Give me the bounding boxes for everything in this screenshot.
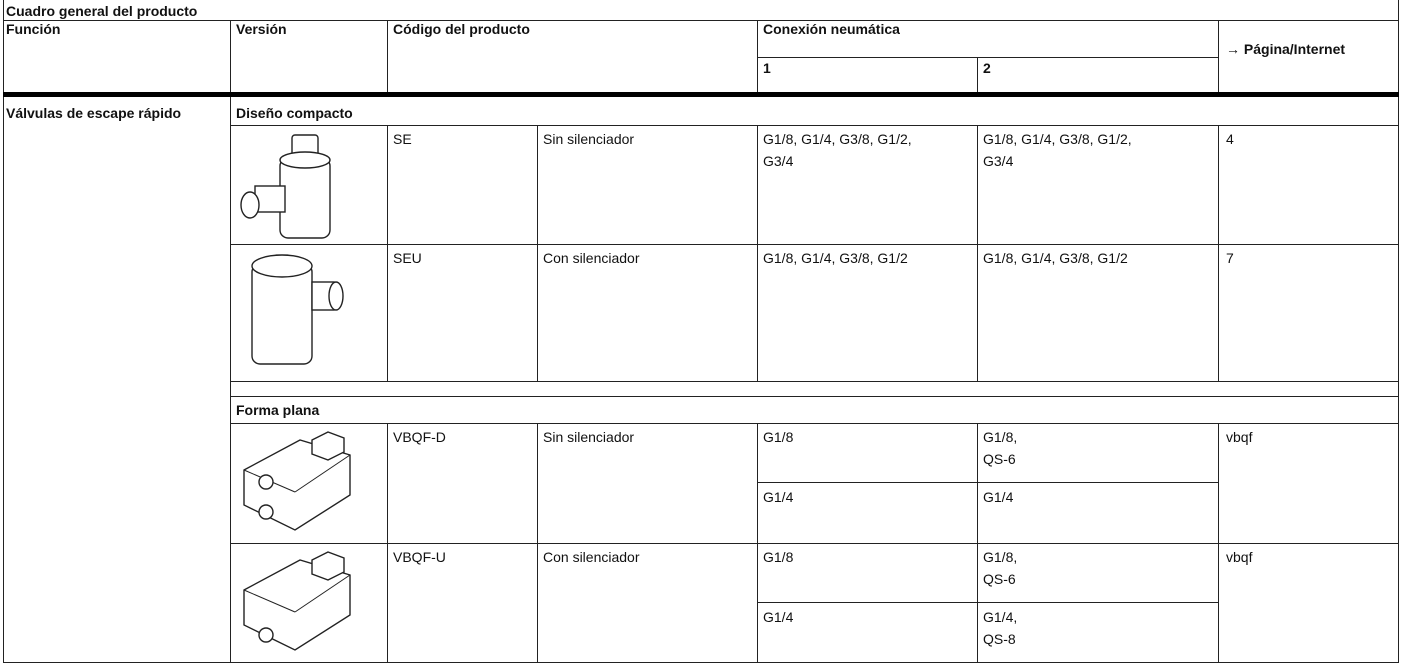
product-code: VBQF-U — [393, 549, 446, 565]
page-reference: vbqf — [1226, 429, 1253, 445]
product-image-seu — [251, 254, 344, 365]
title: Cuadro general del producto — [6, 3, 198, 19]
column-header: → Página/Internet — [1226, 41, 1346, 57]
page-reference: 7 — [1226, 250, 1234, 266]
column-header: Código del producto — [393, 21, 530, 37]
port-1-connection: G1/8 — [763, 429, 794, 445]
product-description: Con silenciador — [543, 549, 640, 565]
port-1-connection: G1/8, G1/4, G3/8, G1/2, G3/4 — [763, 131, 912, 169]
product-code: SEU — [393, 250, 422, 266]
port-1-connection: G1/4 — [763, 609, 794, 625]
product-image-vbqf-d — [243, 431, 351, 531]
product-code: SE — [393, 131, 412, 147]
group-name: Forma plana — [236, 402, 320, 418]
port-1-connection: G1/4 — [763, 489, 794, 505]
column-header: Función — [6, 21, 61, 37]
subcolumn-header: 1 — [763, 60, 771, 76]
product-image-se — [240, 134, 331, 239]
page-reference: vbqf — [1226, 549, 1253, 565]
page-reference: 4 — [1226, 131, 1234, 147]
product-description: Con silenciador — [543, 250, 640, 266]
port-1-connection: G1/8, G1/4, G3/8, G1/2 — [763, 250, 908, 266]
port-1-connection: G1/8 — [763, 549, 794, 565]
port-2-connection: G1/4, QS-8 — [983, 609, 1018, 647]
product-description: Sin silenciador — [543, 429, 635, 445]
column-header: Conexión neumática — [763, 21, 900, 37]
function-name: Válvulas de escape rápido — [6, 105, 182, 121]
port-2-connection: G1/8, G1/4, G3/8, G1/2 — [983, 250, 1128, 266]
port-2-connection: G1/8, QS-6 — [983, 549, 1018, 587]
product-code: VBQF-D — [393, 429, 446, 445]
group-name: Diseño compacto — [236, 105, 353, 121]
column-header: Versión — [236, 21, 287, 37]
product-image-vbqf-u — [243, 551, 351, 651]
port-2-connection: G1/4 — [983, 489, 1014, 505]
port-2-connection: G1/8, G1/4, G3/8, G1/2, G3/4 — [983, 131, 1132, 169]
port-2-connection: G1/8, QS-6 — [983, 429, 1018, 467]
product-description: Sin silenciador — [543, 131, 635, 147]
subcolumn-header: 2 — [983, 60, 991, 76]
